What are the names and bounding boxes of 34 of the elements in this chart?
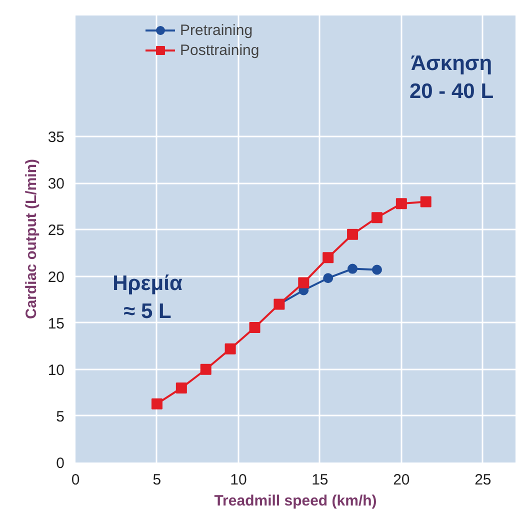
point [396,198,407,210]
point [224,343,236,354]
y-tick-label: 5 [56,408,64,426]
x-tick-label: 10 [230,472,247,488]
point [176,382,187,394]
point [372,264,382,275]
point [347,228,358,240]
point [200,364,212,375]
x-tick-label: 5 [152,472,162,488]
y-axis-title: Cardiac output (L/min) [22,158,40,319]
point [151,398,162,410]
y-tick-label: 10 [48,362,65,379]
x-tick-label: 15 [312,472,328,488]
point [348,264,358,274]
point [298,277,310,288]
annotation: Άσκηση 20 - 40 L [409,52,494,103]
x-tick-label: 20 [393,472,410,488]
x-tick-label: 25 [474,472,492,488]
point [371,212,382,224]
y-tick-label: 0 [56,455,64,472]
legend-label: Posttraining [180,42,260,58]
y-tick-label: 15 [48,315,65,332]
legend-label: Pretraining [180,22,253,38]
x-axis-title: Treadmill speed (km/h) [214,492,377,510]
y-tick-label: 30 [48,176,65,193]
y-tick-label: 20 [48,268,65,286]
point [322,252,334,264]
x-tick-label: 0 [71,472,80,488]
point [249,322,260,333]
y-tick-label: 25 [48,222,65,240]
annotation: Ηρεμία ≈ 5 L [112,272,182,323]
point [420,196,432,208]
y-tick-label: 35 [48,129,65,146]
point [323,273,334,284]
